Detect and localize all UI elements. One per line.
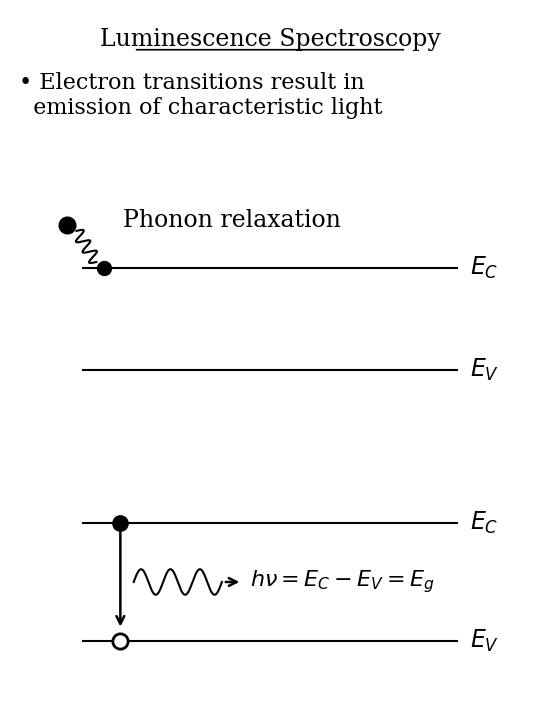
Text: Luminescence Spectroscopy: Luminescence Spectroscopy [99,28,441,51]
Text: $E_V$: $E_V$ [470,357,500,383]
Text: Phonon relaxation: Phonon relaxation [123,210,341,232]
Text: • Electron transitions result in
  emission of characteristic light: • Electron transitions result in emissio… [19,72,382,119]
Text: $h\nu = E_C - E_V = E_g$: $h\nu = E_C - E_V = E_g$ [249,569,434,595]
Text: $E_C$: $E_C$ [470,255,499,282]
Text: $E_V$: $E_V$ [470,628,500,654]
Text: $E_C$: $E_C$ [470,510,499,536]
